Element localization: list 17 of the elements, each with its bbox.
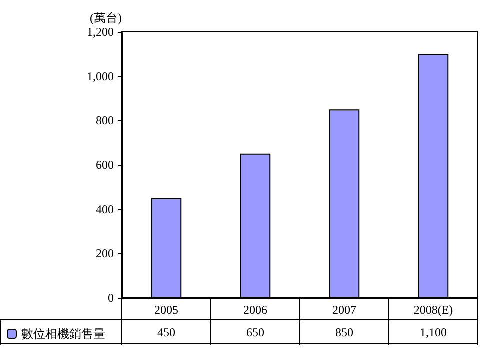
y-tick-label: 800 — [96, 114, 114, 128]
x-tick-label: 2007 — [332, 303, 356, 317]
y-tick-label: 1,200 — [87, 25, 114, 39]
y-tick-label: 200 — [96, 246, 114, 261]
y-tick-label: 400 — [96, 202, 114, 216]
y-tick-label: 1,000 — [87, 69, 114, 84]
x-tick-label: 2008(E) — [414, 303, 454, 317]
data-label: 450 — [158, 326, 176, 340]
legend-label: 數位相機銷售量 — [22, 327, 106, 341]
y-tick-label: 600 — [96, 158, 114, 172]
x-tick-label: 2006 — [244, 303, 268, 317]
data-label: 650 — [246, 326, 264, 340]
data-label: 850 — [336, 326, 354, 340]
y-axis-title: (萬台) — [90, 11, 122, 25]
x-tick-label: 2005 — [154, 303, 178, 317]
data-label: 1,100 — [420, 326, 447, 340]
y-tick-label: 0 — [108, 291, 114, 305]
